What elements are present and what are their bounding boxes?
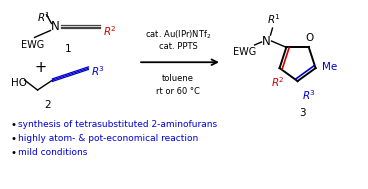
Text: Me: Me [322,62,337,72]
Text: R$^1$: R$^1$ [37,11,50,24]
Text: +: + [35,60,47,75]
Text: N: N [51,20,60,33]
Text: N: N [262,35,271,47]
Text: cat. Au(IPr)NTf$_2$: cat. Au(IPr)NTf$_2$ [145,29,211,41]
Text: •: • [11,134,17,144]
Text: R$^1$: R$^1$ [267,12,280,26]
Text: EWG: EWG [233,47,256,57]
Text: R$^3$: R$^3$ [91,64,105,78]
Text: EWG: EWG [21,40,44,50]
Text: highly atom- & pot-economical reaction: highly atom- & pot-economical reaction [18,134,198,143]
Text: 3: 3 [299,108,306,118]
Text: 1: 1 [65,44,72,54]
Text: O: O [305,33,314,43]
Text: mild conditions: mild conditions [18,148,87,157]
Text: R$^2$: R$^2$ [271,75,284,89]
Text: rt or 60 °C: rt or 60 °C [156,87,200,96]
Text: cat. PPTS: cat. PPTS [159,42,197,51]
Text: HO: HO [11,78,26,88]
Text: •: • [11,120,17,130]
Text: R$^3$: R$^3$ [301,88,315,102]
Text: synthesis of tetrasubstituted 2-aminofurans: synthesis of tetrasubstituted 2-aminofur… [18,120,217,129]
Text: R$^2$: R$^2$ [103,25,116,38]
Text: •: • [11,148,17,158]
Text: toluene: toluene [162,74,194,83]
Text: 2: 2 [44,100,51,110]
